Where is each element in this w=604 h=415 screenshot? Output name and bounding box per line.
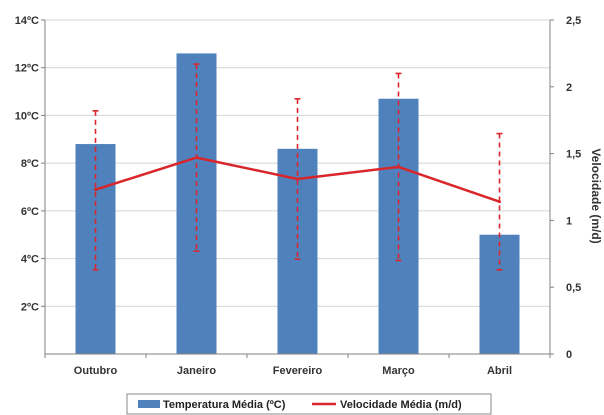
legend-bar-label: Temperatura Média (ºC) [163, 399, 286, 411]
left-tick-label: 12ºC [15, 63, 39, 75]
category-label: Outubro [74, 365, 118, 377]
velocity-line [94, 156, 501, 204]
velocity-point [195, 156, 198, 160]
right-tick-label: 1 [566, 215, 572, 227]
category-label: Janeiro [177, 365, 216, 377]
category-labels: Outubro Janeiro Fevereiro Março Abril [44, 354, 551, 377]
category-label: Fevereiro [273, 365, 323, 377]
right-axis-title: Velocidade (m/d) [589, 148, 603, 243]
left-tick-label: 14ºC [15, 15, 39, 27]
left-axis-ticks: 2ºC 4ºC 6ºC 8ºC 10ºC 12ºC 14ºC [15, 15, 45, 313]
velocity-point [397, 165, 400, 169]
velocity-point [296, 177, 299, 181]
legend-line-label: Velocidade Média (m/d) [340, 399, 462, 411]
right-tick-label: 1,5 [566, 149, 581, 161]
left-tick-label: 4ºC [21, 254, 39, 266]
right-tick-label: 0 [566, 349, 572, 361]
right-tick-label: 0,5 [566, 282, 581, 294]
left-tick-label: 6ºC [21, 206, 39, 218]
right-tick-label: 2 [566, 82, 572, 94]
legend-box [126, 393, 492, 415]
category-label: Março [382, 365, 415, 377]
left-tick-label: 10ºC [15, 110, 39, 122]
velocity-point [498, 200, 501, 204]
left-tick-label: 2ºC [21, 301, 39, 313]
legend-bar-swatch [138, 400, 160, 408]
legend: Temperatura Média (ºC) Velocidade Média … [126, 393, 492, 415]
right-axis-ticks: 0 0,5 1 1,5 2 2,5 [550, 15, 581, 361]
left-tick-label: 8ºC [21, 158, 39, 170]
velocity-point [94, 188, 97, 192]
category-label: Abril [487, 365, 512, 377]
right-tick-label: 2,5 [566, 15, 581, 27]
